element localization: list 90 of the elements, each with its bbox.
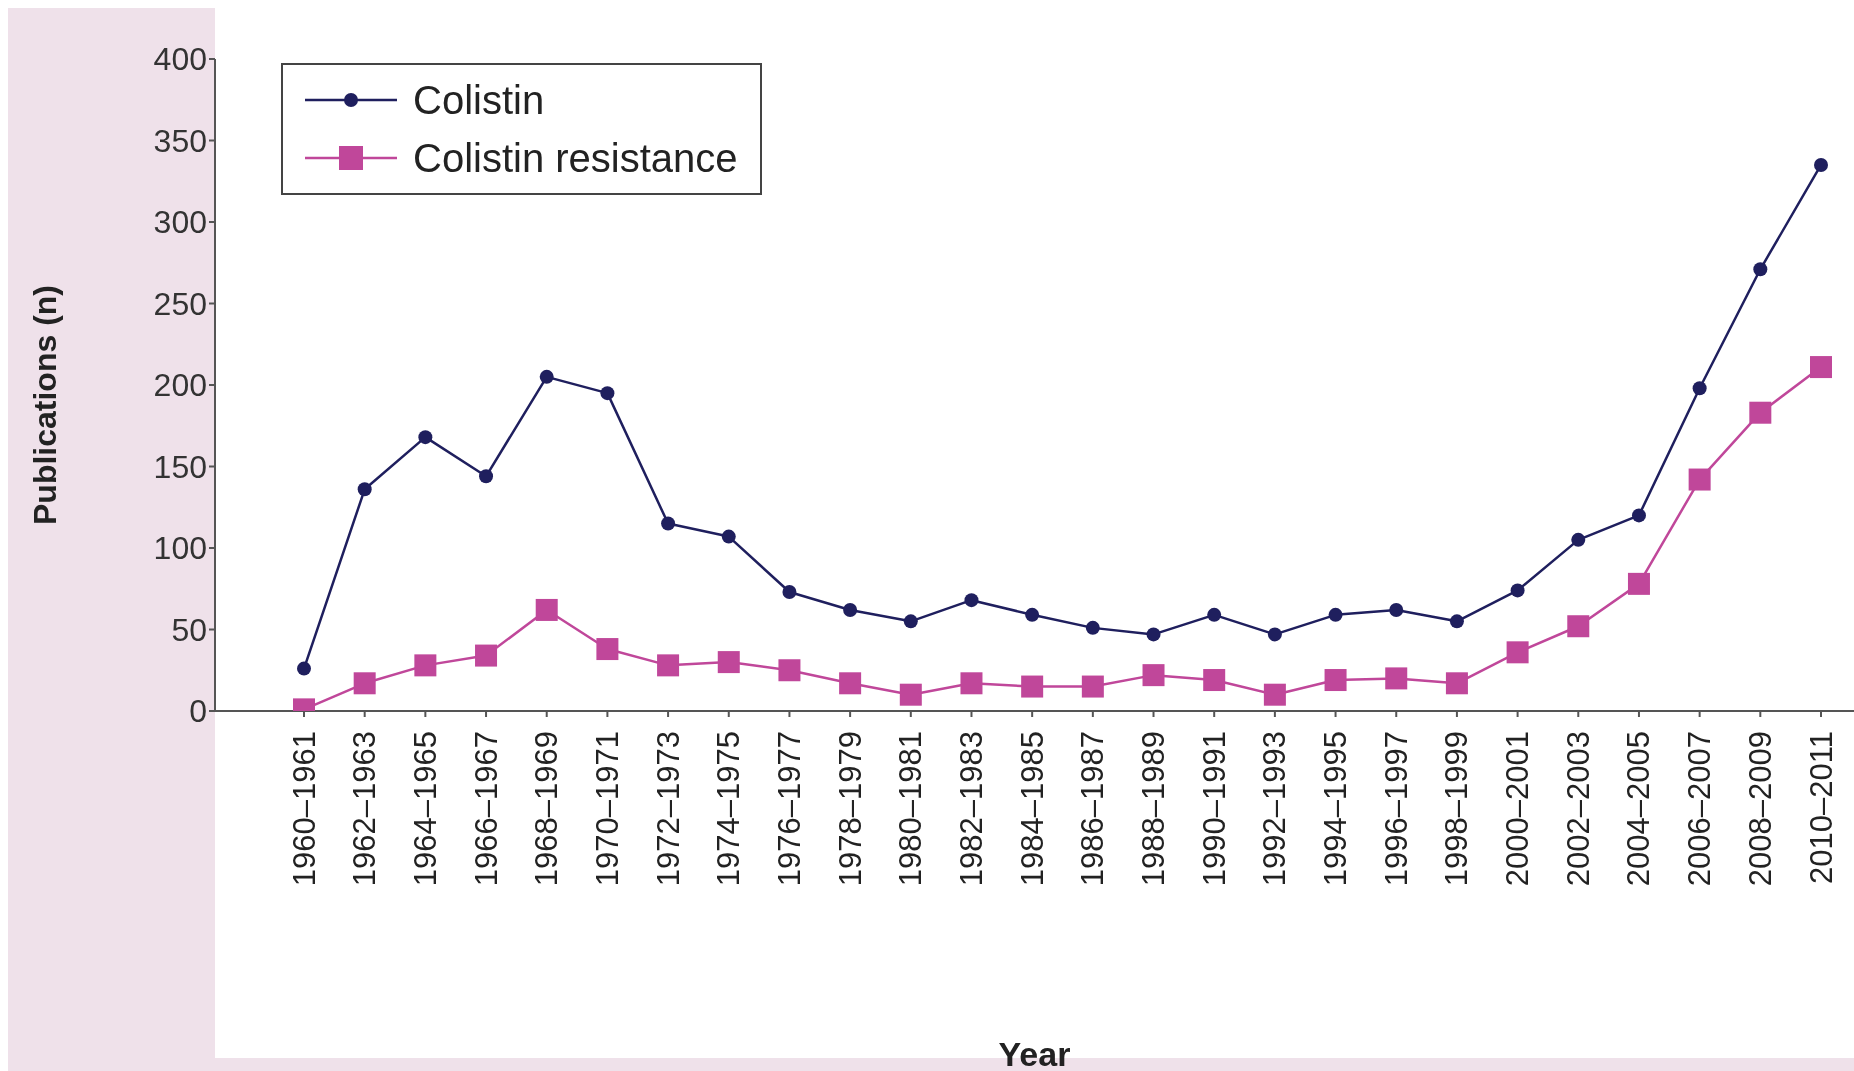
x-tick-label: 2002–2003 bbox=[1560, 731, 1596, 887]
point bbox=[1389, 602, 1404, 617]
x-tick-label: 2008–2009 bbox=[1742, 731, 1778, 887]
x-axis-title: Year bbox=[998, 1035, 1071, 1071]
x-tick-label: 1998–1999 bbox=[1439, 731, 1475, 887]
point bbox=[1510, 583, 1525, 598]
point bbox=[1385, 667, 1408, 690]
x-tick-label: 2004–2005 bbox=[1621, 731, 1657, 887]
x-tick-label: 1960–1961 bbox=[286, 731, 322, 887]
y-tick-label: 150 bbox=[153, 448, 207, 485]
legend-label: Colistin bbox=[413, 77, 545, 123]
point bbox=[600, 386, 615, 401]
point bbox=[1203, 669, 1226, 692]
x-tick-label: 2006–2007 bbox=[1682, 731, 1718, 887]
point bbox=[1445, 672, 1468, 695]
x-tick-label: 1972–1973 bbox=[650, 731, 686, 887]
point bbox=[297, 661, 311, 676]
point bbox=[539, 369, 554, 384]
point bbox=[1631, 508, 1646, 523]
point bbox=[1567, 615, 1590, 638]
x-tick-label: 1984–1985 bbox=[1014, 731, 1050, 887]
point bbox=[1692, 381, 1707, 396]
point bbox=[661, 516, 676, 531]
point bbox=[1753, 262, 1768, 277]
point bbox=[778, 659, 801, 682]
x-tick-label: 1964–1965 bbox=[407, 731, 443, 887]
point bbox=[1142, 664, 1165, 687]
point bbox=[1146, 627, 1161, 642]
point bbox=[843, 602, 858, 617]
y-tick-label: 300 bbox=[153, 204, 207, 241]
y-axis-title: Publications (n) bbox=[27, 285, 64, 525]
x-tick-label: 1988–1989 bbox=[1136, 731, 1172, 887]
point bbox=[1810, 356, 1832, 379]
point bbox=[1449, 614, 1464, 629]
point bbox=[717, 651, 740, 674]
point bbox=[960, 672, 983, 695]
x-tick-label: 1966–1967 bbox=[468, 731, 504, 887]
x-tick-label: 1974–1975 bbox=[711, 731, 747, 887]
x-tick-label: 1986–1987 bbox=[1075, 731, 1111, 887]
point bbox=[903, 614, 918, 629]
point bbox=[964, 593, 979, 608]
y-tick-label: 0 bbox=[189, 693, 207, 730]
point bbox=[1207, 607, 1222, 622]
x-tick-label: 1968–1969 bbox=[529, 731, 565, 887]
point bbox=[1571, 532, 1586, 547]
x-tick-label: 1990–1991 bbox=[1196, 731, 1232, 887]
x-tick-label: 1992–1993 bbox=[1257, 731, 1293, 887]
point bbox=[479, 469, 494, 484]
point bbox=[1025, 607, 1040, 622]
y-tick-label: 50 bbox=[171, 611, 207, 648]
x-tick-label: 1980–1981 bbox=[893, 731, 929, 887]
point bbox=[1328, 607, 1343, 622]
point bbox=[1263, 683, 1286, 706]
y-tick-label: 350 bbox=[153, 122, 207, 159]
point bbox=[353, 672, 376, 695]
x-tick-label: 1970–1971 bbox=[589, 731, 625, 887]
point bbox=[418, 430, 433, 445]
point bbox=[1021, 675, 1044, 698]
point bbox=[596, 638, 619, 661]
x-tick-label: 1994–1995 bbox=[1318, 731, 1354, 887]
x-tick-label: 1976–1977 bbox=[771, 731, 807, 887]
x-tick-label: 2000–2001 bbox=[1500, 731, 1536, 887]
x-tick-label: 1978–1979 bbox=[832, 731, 868, 887]
legend-label: Colistin resistance bbox=[413, 135, 738, 181]
point bbox=[657, 654, 680, 677]
point bbox=[1506, 641, 1529, 664]
x-tick-label: 1996–1997 bbox=[1378, 731, 1414, 887]
point bbox=[782, 585, 797, 600]
point bbox=[475, 644, 498, 667]
point bbox=[414, 654, 437, 677]
point bbox=[1085, 620, 1100, 635]
point bbox=[1627, 572, 1650, 595]
point bbox=[1324, 669, 1347, 692]
y-tick-label: 250 bbox=[153, 285, 207, 322]
y-tick-label: 100 bbox=[153, 530, 207, 567]
point bbox=[535, 598, 558, 621]
point bbox=[721, 529, 736, 544]
x-tick-label: 1962–1963 bbox=[347, 731, 383, 887]
point bbox=[1814, 157, 1828, 172]
point bbox=[357, 482, 372, 497]
point bbox=[1081, 675, 1104, 698]
y-tick-label: 400 bbox=[153, 41, 207, 78]
point bbox=[1749, 401, 1772, 424]
x-tick-label: 1982–1983 bbox=[953, 731, 989, 887]
x-tick-label: 2010–2011 bbox=[1803, 731, 1839, 884]
point bbox=[1688, 468, 1711, 491]
point bbox=[899, 683, 922, 706]
point bbox=[839, 672, 862, 695]
point bbox=[1267, 627, 1282, 642]
y-tick-label: 200 bbox=[153, 367, 207, 404]
